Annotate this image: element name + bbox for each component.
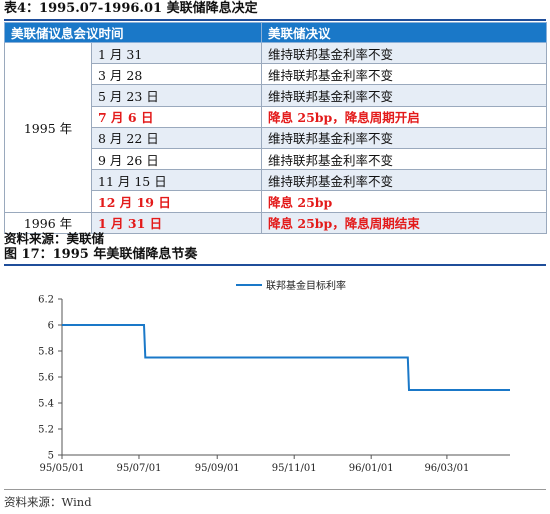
x-tick-label: 96/03/01	[424, 463, 469, 474]
table-row: 12 月 19 日 降息 25bp	[5, 190, 548, 213]
x-tick-label: 95/05/01	[40, 463, 85, 474]
x-tick-label: 95/07/01	[117, 463, 162, 474]
x-axis: 95/05/01 95/07/01 95/09/01 95/11/01 96/01/01…	[40, 454, 510, 474]
y-tick-label: 5	[48, 451, 54, 462]
table-source: 资料来源：美联储	[4, 231, 105, 246]
y-tick-label: 5.2	[38, 425, 54, 436]
meeting-date: 8 月 22 日	[90, 126, 263, 149]
decision: 维持联邦基金利率不变	[261, 84, 548, 107]
meeting-date: 11 月 15 日	[90, 169, 263, 192]
decision-highlight: 降息 25bp，降息周期开启	[261, 105, 548, 128]
fomc-decision-table: 美联储议息会议时间 美联储决议 1995 年 1 月 31 维持联邦基金利率不变…	[3, 22, 548, 234]
decision-highlight: 降息 25bp	[261, 190, 548, 213]
x-tick-label: 96/01/01	[349, 463, 394, 474]
table-row: 3 月 28 维持联邦基金利率不变	[5, 63, 548, 86]
x-tick-label: 95/09/01	[195, 463, 240, 474]
decision: 维持联邦基金利率不变	[261, 41, 548, 65]
table-row: 5 月 23 日 维持联邦基金利率不变	[5, 84, 548, 107]
meeting-date: 5 月 23 日	[90, 84, 263, 107]
x-tick-label: 95/11/01	[272, 463, 317, 474]
meeting-date-highlight: 1 月 31 日	[90, 211, 263, 234]
y-tick-label: 5.4	[38, 399, 54, 410]
y-tick-label: 5.6	[38, 373, 54, 384]
table-row: 11 月 15 日 维持联邦基金利率不变	[5, 169, 548, 192]
fed-funds-rate-chart: 联邦基金目标利率 5 5.2 5.4 5.6 5.8 6 6.2 95/05/01 95/07…	[38, 279, 510, 474]
table-header-row: 美联储议息会议时间 美联储决议	[3, 22, 548, 43]
decision: 维持联邦基金利率不变	[261, 63, 548, 86]
decision: 维持联邦基金利率不变	[261, 126, 548, 149]
y-axis: 5 5.2 5.4 5.6 5.8 6 6.2	[38, 295, 63, 462]
table-caption: 表4：1995.07-1996.01 美联储降息决定	[4, 1, 258, 16]
meeting-date-highlight: 12 月 19 日	[90, 190, 263, 213]
year-cell: 1996 年	[4, 211, 92, 234]
legend-label: 联邦基金目标利率	[266, 279, 346, 292]
year-cell: 1995 年	[4, 42, 92, 213]
header-meeting-date: 美联储议息会议时间	[3, 22, 263, 43]
caption-rule	[4, 264, 546, 266]
table-row: 9 月 26 日 维持联邦基金利率不变	[5, 147, 548, 171]
y-tick-label: 6.2	[38, 295, 54, 306]
meeting-date: 3 月 28	[90, 63, 263, 86]
table-row: 1996 年 1 月 31 日 降息 25bp，降息周期结束	[4, 211, 548, 234]
meeting-date: 9 月 26 日	[90, 147, 263, 171]
table-row: 1995 年 1 月 31 维持联邦基金利率不变	[4, 41, 548, 213]
y-tick-label: 5.8	[38, 347, 54, 358]
caption-rule	[4, 19, 546, 21]
figure-caption: 图 17：1995 年美联储降息节奏	[4, 247, 198, 262]
decision: 维持联邦基金利率不变	[261, 147, 548, 171]
decision: 维持联邦基金利率不变	[261, 169, 548, 192]
table-row: 7 月 6 日 降息 25bp，降息周期开启	[5, 105, 548, 128]
chart-source: 资料来源：Wind	[4, 495, 92, 509]
meeting-date: 1 月 31	[90, 41, 263, 65]
series-line-fed-funds-target	[62, 324, 510, 391]
header-decision: 美联储决议	[261, 22, 548, 43]
meeting-date-highlight: 7 月 6 日	[90, 105, 263, 128]
y-tick-label: 6	[48, 321, 54, 332]
bottom-rule	[4, 489, 546, 490]
decision-highlight: 降息 25bp，降息周期结束	[261, 211, 548, 234]
